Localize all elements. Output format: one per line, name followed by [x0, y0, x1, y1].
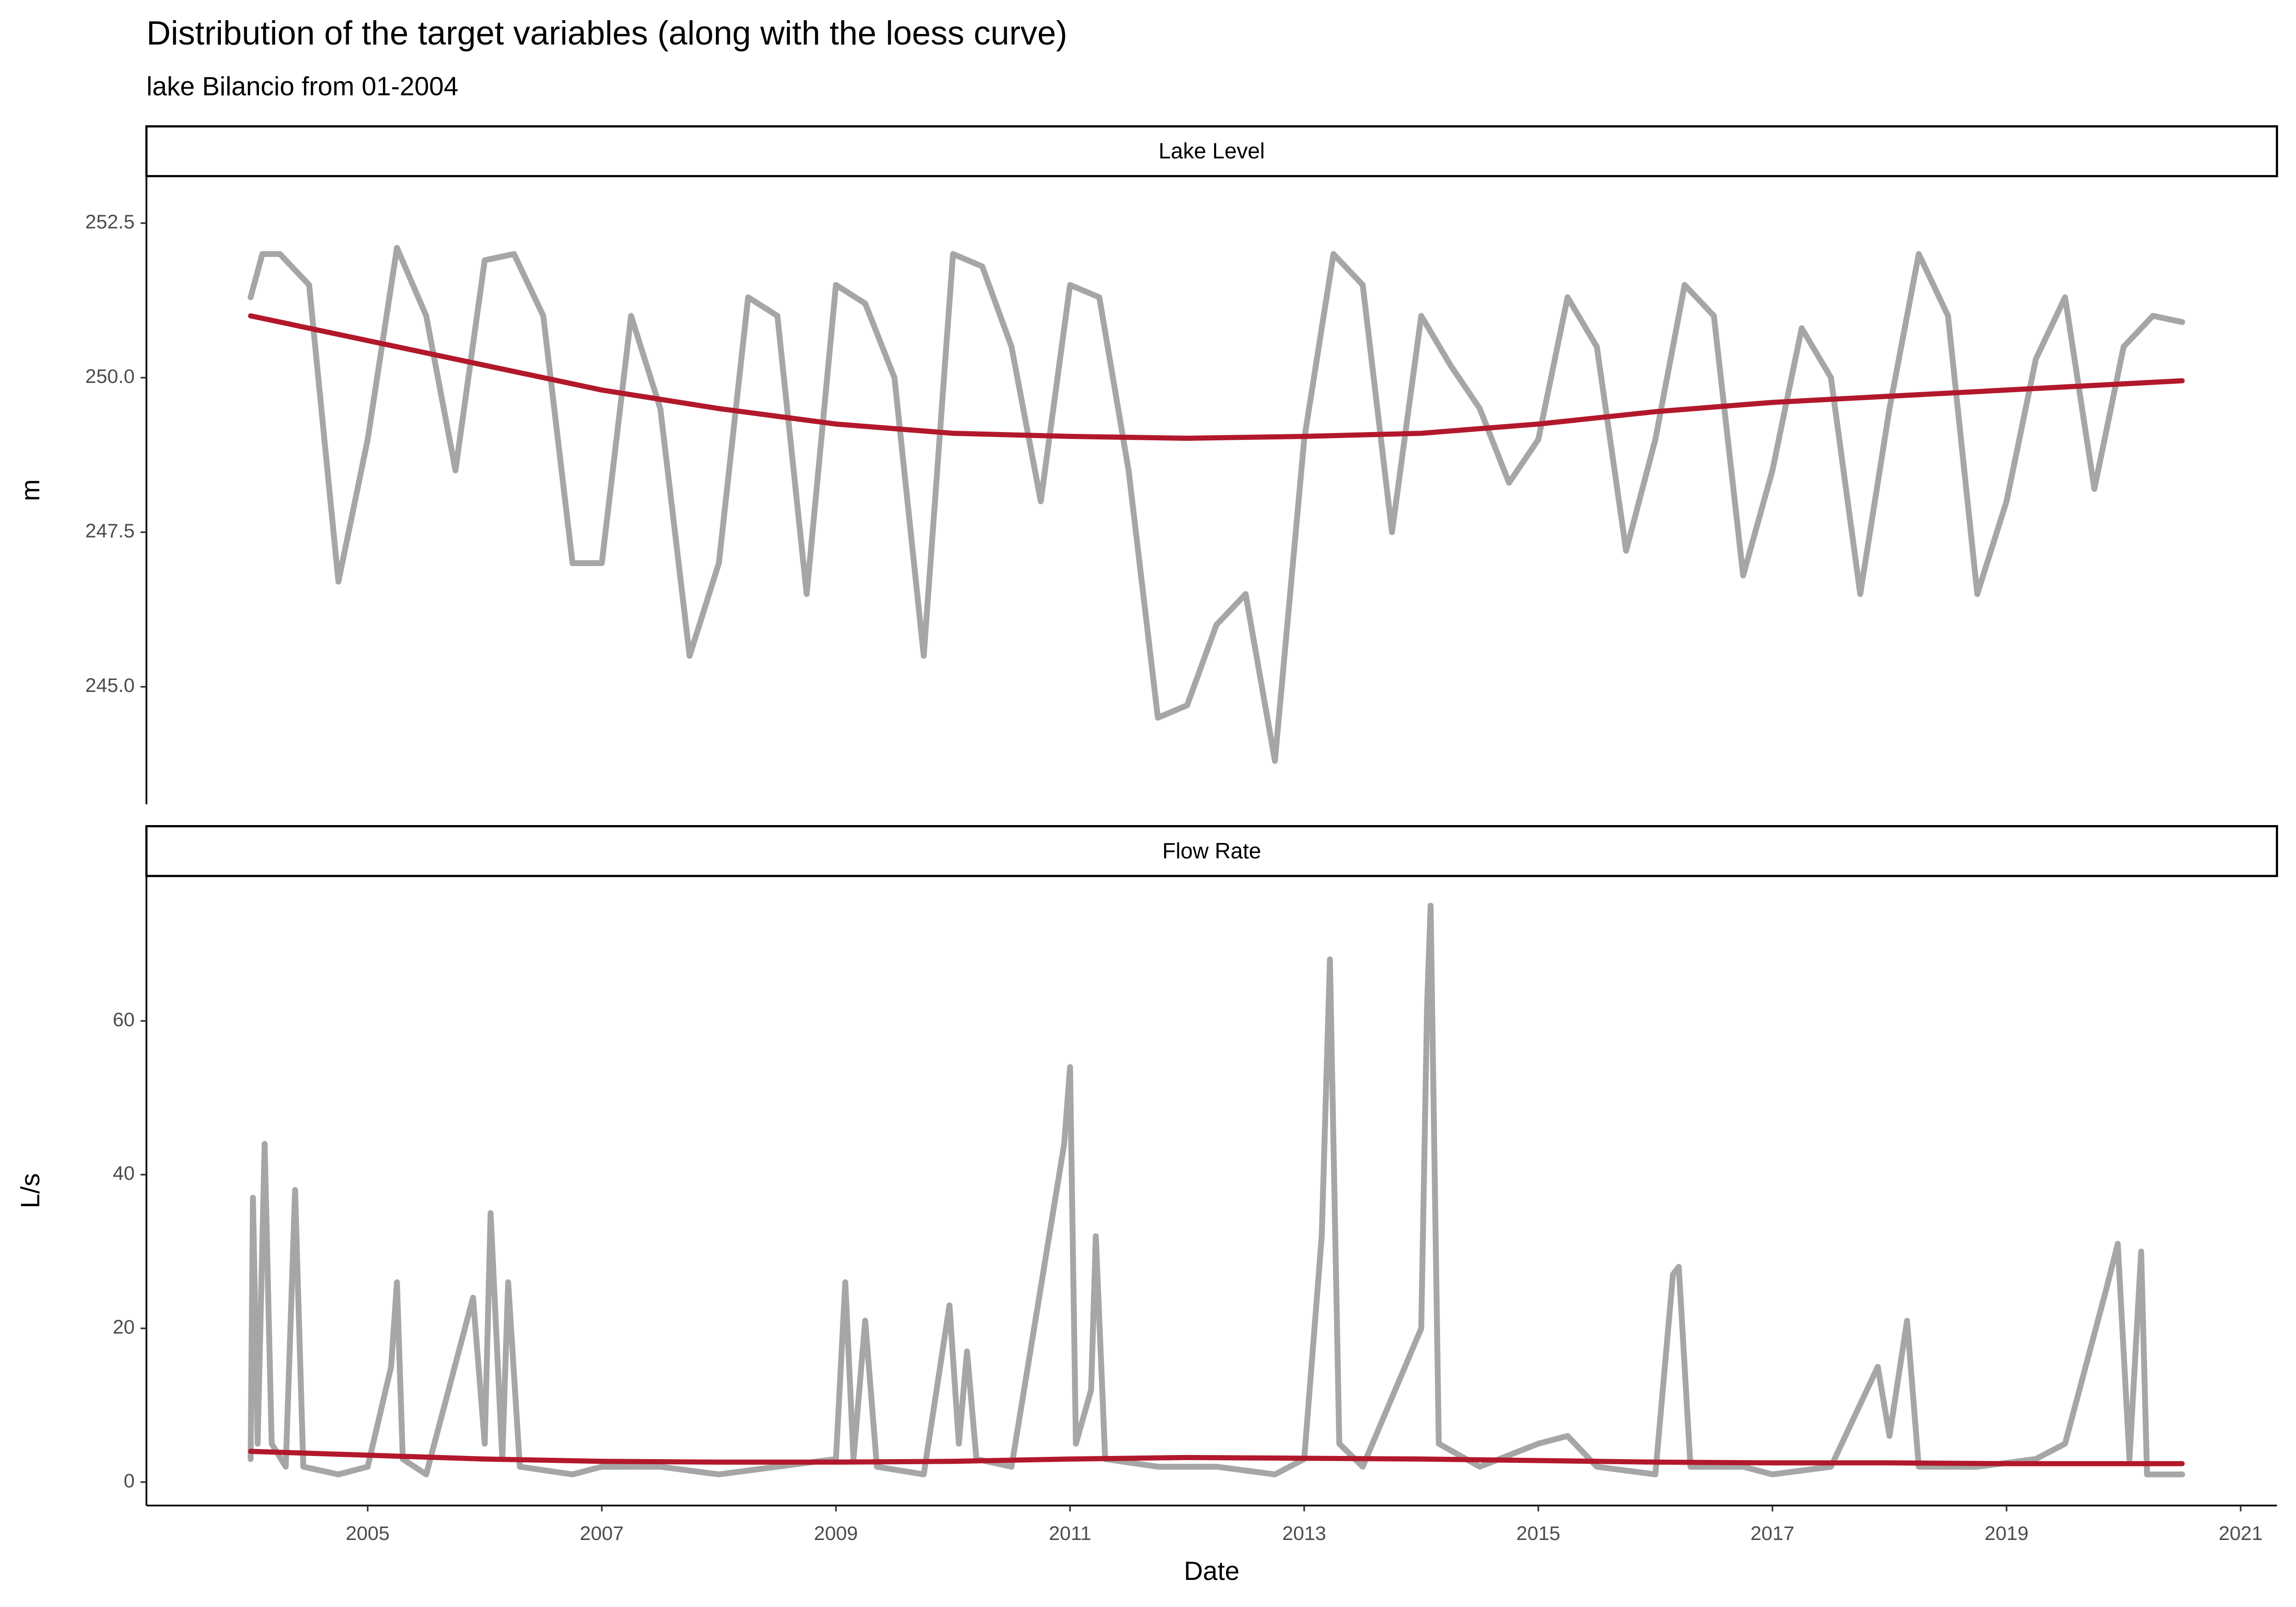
- chart-subtitle: lake Bilancio from 01-2004: [146, 72, 458, 101]
- y-tick-label: 247.5: [85, 520, 135, 542]
- x-tick-label: 2019: [1985, 1523, 2029, 1545]
- y-tick-label: 20: [113, 1316, 135, 1338]
- x-tick-label: 2005: [346, 1523, 390, 1545]
- x-tick-label: 2021: [2219, 1523, 2263, 1545]
- y-tick-label: 40: [113, 1163, 135, 1185]
- strip-box: [145, 825, 2278, 877]
- y-tick-label: 60: [113, 1009, 135, 1031]
- strip-box: [145, 125, 2278, 178]
- strip-label: Flow Rate: [1162, 839, 1261, 863]
- y-tick-label: 252.5: [85, 211, 135, 233]
- series-line: [248, 903, 2185, 1478]
- x-tick-label: 2013: [1282, 1523, 1326, 1545]
- series-line: [248, 245, 2185, 764]
- chart-title: Distribution of the target variables (al…: [146, 14, 1067, 52]
- y-axis-label: L/s: [16, 1173, 45, 1208]
- strip-label: Lake Level: [1159, 139, 1265, 163]
- series-line: [248, 313, 2185, 441]
- x-axis-label: Date: [1184, 1556, 1239, 1586]
- y-tick-label: 245.0: [85, 674, 135, 697]
- y-axis-label: m: [16, 479, 45, 501]
- y-tick-label: 250.0: [85, 365, 135, 388]
- x-tick-label: 2017: [1750, 1523, 1795, 1545]
- x-tick-label: 2015: [1516, 1523, 1560, 1545]
- series-line: [248, 1449, 2185, 1467]
- x-tick-label: 2011: [1049, 1523, 1092, 1545]
- y-tick-label: 0: [124, 1470, 135, 1492]
- x-tick-label: 2009: [814, 1523, 858, 1545]
- x-tick-label: 2007: [580, 1523, 624, 1545]
